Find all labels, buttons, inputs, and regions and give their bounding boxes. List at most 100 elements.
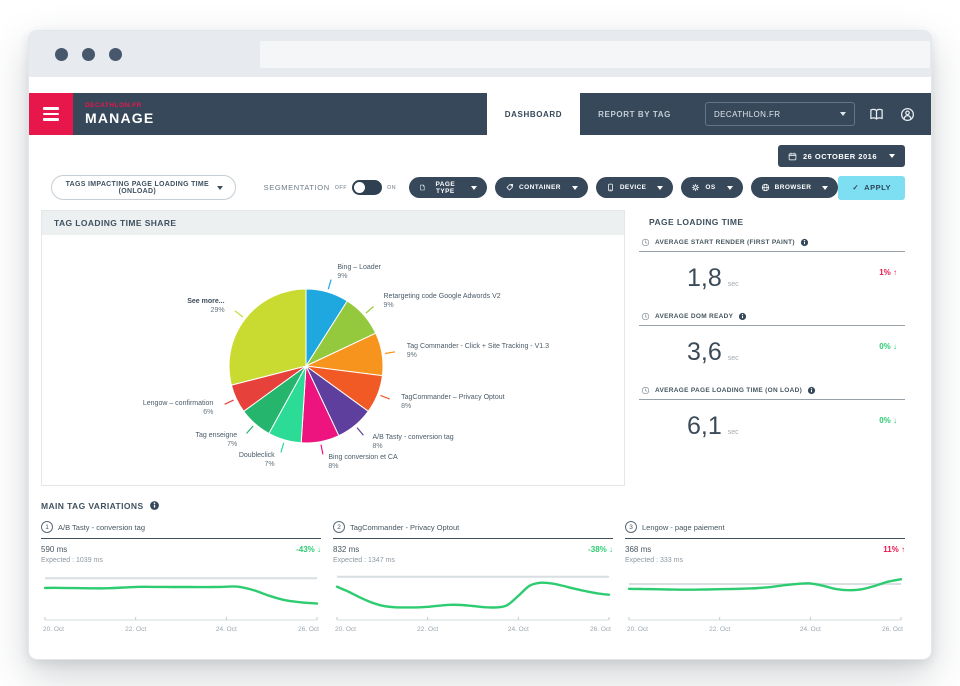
pie-chart: Bing – Loader 9% Retargeting code Google A… xyxy=(42,235,624,485)
address-bar[interactable] xyxy=(260,40,930,68)
pie-slice[interactable] xyxy=(228,288,307,386)
metric-value: 1,8 sec xyxy=(687,264,739,292)
window-dot[interactable] xyxy=(82,47,95,61)
tab-dashboard[interactable]: DASHBOARD xyxy=(486,93,581,135)
info-icon[interactable] xyxy=(800,238,809,247)
segmentation-control: SEGMENTATION OFF ON xyxy=(264,180,401,195)
metrics-panel-title: PAGE LOADING TIME xyxy=(649,217,744,227)
chevron-down-icon xyxy=(889,154,895,158)
divider xyxy=(333,538,613,539)
arrow-down-icon: ↓ xyxy=(609,545,613,554)
pie-label: Lengow – confirmation 6% xyxy=(142,399,214,416)
app-title: MANAGE xyxy=(85,110,155,126)
gear-icon xyxy=(691,183,700,192)
hamburger-icon xyxy=(43,107,59,110)
toggle-knob xyxy=(353,182,365,193)
x-axis-tick-label: 24. Oct xyxy=(216,626,237,633)
card-title: A/B Tasty - conversion tag xyxy=(58,522,145,532)
filter-container[interactable]: CONTAINER xyxy=(495,177,588,198)
pie-label: Doubleclick 7% xyxy=(238,452,275,469)
tab-report-by-tag[interactable]: REPORT BY TAG xyxy=(598,109,671,119)
account-icon[interactable] xyxy=(900,107,915,122)
docs-book-icon[interactable] xyxy=(869,107,884,122)
main-tag-variations-title: MAIN TAG VARIATIONS xyxy=(41,500,905,511)
browser-window: DECATHLON.FR MANAGE DASHBOARD REPORT BY … xyxy=(28,30,932,660)
metric-start-render: AVERAGE START RENDER (FIRST PAINT) 1,8 s… xyxy=(637,238,905,303)
trend-chart: 20. Oct 22. Oct 24. Oct 26. Oct xyxy=(43,577,319,633)
arrow-down-icon: ↓ xyxy=(893,416,897,425)
main-content: 26 OCTOBER 2016 TAGS IMPACTING PAGE LOAD… xyxy=(29,135,931,634)
date-picker-button[interactable]: 26 OCTOBER 2016 xyxy=(777,145,905,167)
trend-line xyxy=(335,581,611,609)
info-icon[interactable] xyxy=(807,386,816,395)
x-axis-tick-label: 26. Oct xyxy=(590,626,611,633)
pie-leader-line xyxy=(246,425,254,434)
x-axis-tick-label: 22. Oct xyxy=(709,626,730,633)
apply-button[interactable]: ✓ APPLY xyxy=(838,175,905,200)
clock-icon xyxy=(641,386,650,395)
chrome-gap xyxy=(29,77,931,93)
metric-value: 6,1 sec xyxy=(687,412,739,440)
pie-label: Bing – Loader 9% xyxy=(337,263,381,280)
header-nav: DASHBOARD REPORT BY TAG DECATHLON.FR xyxy=(486,93,931,135)
pie-leader-line xyxy=(320,444,324,455)
toggle-off-label: OFF xyxy=(334,184,347,191)
x-axis-tick-label: 22. Oct xyxy=(417,626,438,633)
window-dot[interactable] xyxy=(55,47,68,61)
trend-line xyxy=(627,578,903,592)
segmentation-toggle[interactable] xyxy=(351,180,382,195)
pie-leader-line xyxy=(365,306,374,314)
browser-titlebar xyxy=(29,31,931,77)
metric-label: AVERAGE DOM READY xyxy=(655,313,734,320)
info-icon[interactable] xyxy=(738,312,747,321)
card-title: TagCommander - Privacy Optout xyxy=(350,522,460,532)
site-selector[interactable]: DECATHLON.FR xyxy=(705,102,855,126)
segmentation-label: SEGMENTATION xyxy=(263,183,330,192)
arrow-up-icon: ↑ xyxy=(901,545,905,554)
card-delta: 11% ↑ xyxy=(883,545,905,554)
app-header: DECATHLON.FR MANAGE DASHBOARD REPORT BY … xyxy=(29,93,931,135)
pie-label: TagCommander – Privacy Optout 8% xyxy=(401,394,505,411)
x-axis-tick-label: 22. Oct xyxy=(125,626,146,633)
card-number-badge: 1 xyxy=(41,521,53,533)
metric-page-loading: AVERAGE PAGE LOADING TIME (ON LOAD) 6,1 … xyxy=(637,386,905,451)
chevron-down-icon xyxy=(571,185,578,190)
filter-browser[interactable]: BROWSER xyxy=(750,177,839,198)
dashboard-panels: TAG LOADING TIME SHARE Bing – Loader 9% Re… xyxy=(41,210,905,486)
clock-icon xyxy=(641,312,650,321)
divider xyxy=(41,538,321,539)
clock-icon xyxy=(641,238,650,247)
x-axis-tick-label: 20. Oct xyxy=(335,626,356,633)
info-icon[interactable] xyxy=(149,500,160,511)
metric-delta: 0% ↓ xyxy=(879,416,897,425)
brand: DECATHLON.FR MANAGE xyxy=(73,93,154,135)
card-title: Lengow - page paiement xyxy=(642,522,725,532)
trend-line xyxy=(43,585,319,605)
pie-label: Tag Commander - Click + Site Tracking - … xyxy=(406,342,549,359)
filter-device[interactable]: DEVICE xyxy=(595,177,674,198)
variation-card-lengow: 3 Lengow - page paiement 368 ms Expected… xyxy=(625,519,905,634)
arrow-down-icon: ↓ xyxy=(893,342,897,351)
site-selector-value: DECATHLON.FR xyxy=(714,109,781,119)
metric-dom-ready: AVERAGE DOM READY 3,6 sec 0% ↓ xyxy=(637,312,905,377)
calendar-icon xyxy=(788,152,797,161)
pie-label: Tag enseigne 7% xyxy=(195,431,238,448)
card-number-badge: 3 xyxy=(625,521,637,533)
filter-page-type[interactable]: PAGE TYPE xyxy=(409,177,488,198)
card-delta: -43% ↓ xyxy=(296,545,321,554)
menu-button[interactable] xyxy=(29,93,73,135)
chevron-down-icon xyxy=(216,185,223,190)
date-row: 26 OCTOBER 2016 xyxy=(41,145,905,167)
tag-loading-time-share-panel: TAG LOADING TIME SHARE Bing – Loader 9% Re… xyxy=(41,210,625,486)
pie-leader-line xyxy=(280,442,285,453)
filter-bar: TAGS IMPACTING PAGE LOADING TIME (ONLOAD… xyxy=(41,175,905,200)
globe-icon xyxy=(761,183,770,192)
report-type-dropdown[interactable]: TAGS IMPACTING PAGE LOADING TIME (ONLOAD… xyxy=(51,175,236,200)
variation-card-ab-tasty: 1 A/B Tasty - conversion tag 590 ms Expe… xyxy=(41,519,321,634)
pie-label: Retargeting code Google Adwords V2 9% xyxy=(383,293,501,310)
filter-os[interactable]: OS xyxy=(681,177,743,198)
page-loading-time-panel: PAGE LOADING TIME AVERAGE START RENDER (… xyxy=(637,210,905,486)
window-dot[interactable] xyxy=(109,47,122,61)
metric-label: AVERAGE START RENDER (FIRST PAINT) xyxy=(655,239,795,246)
